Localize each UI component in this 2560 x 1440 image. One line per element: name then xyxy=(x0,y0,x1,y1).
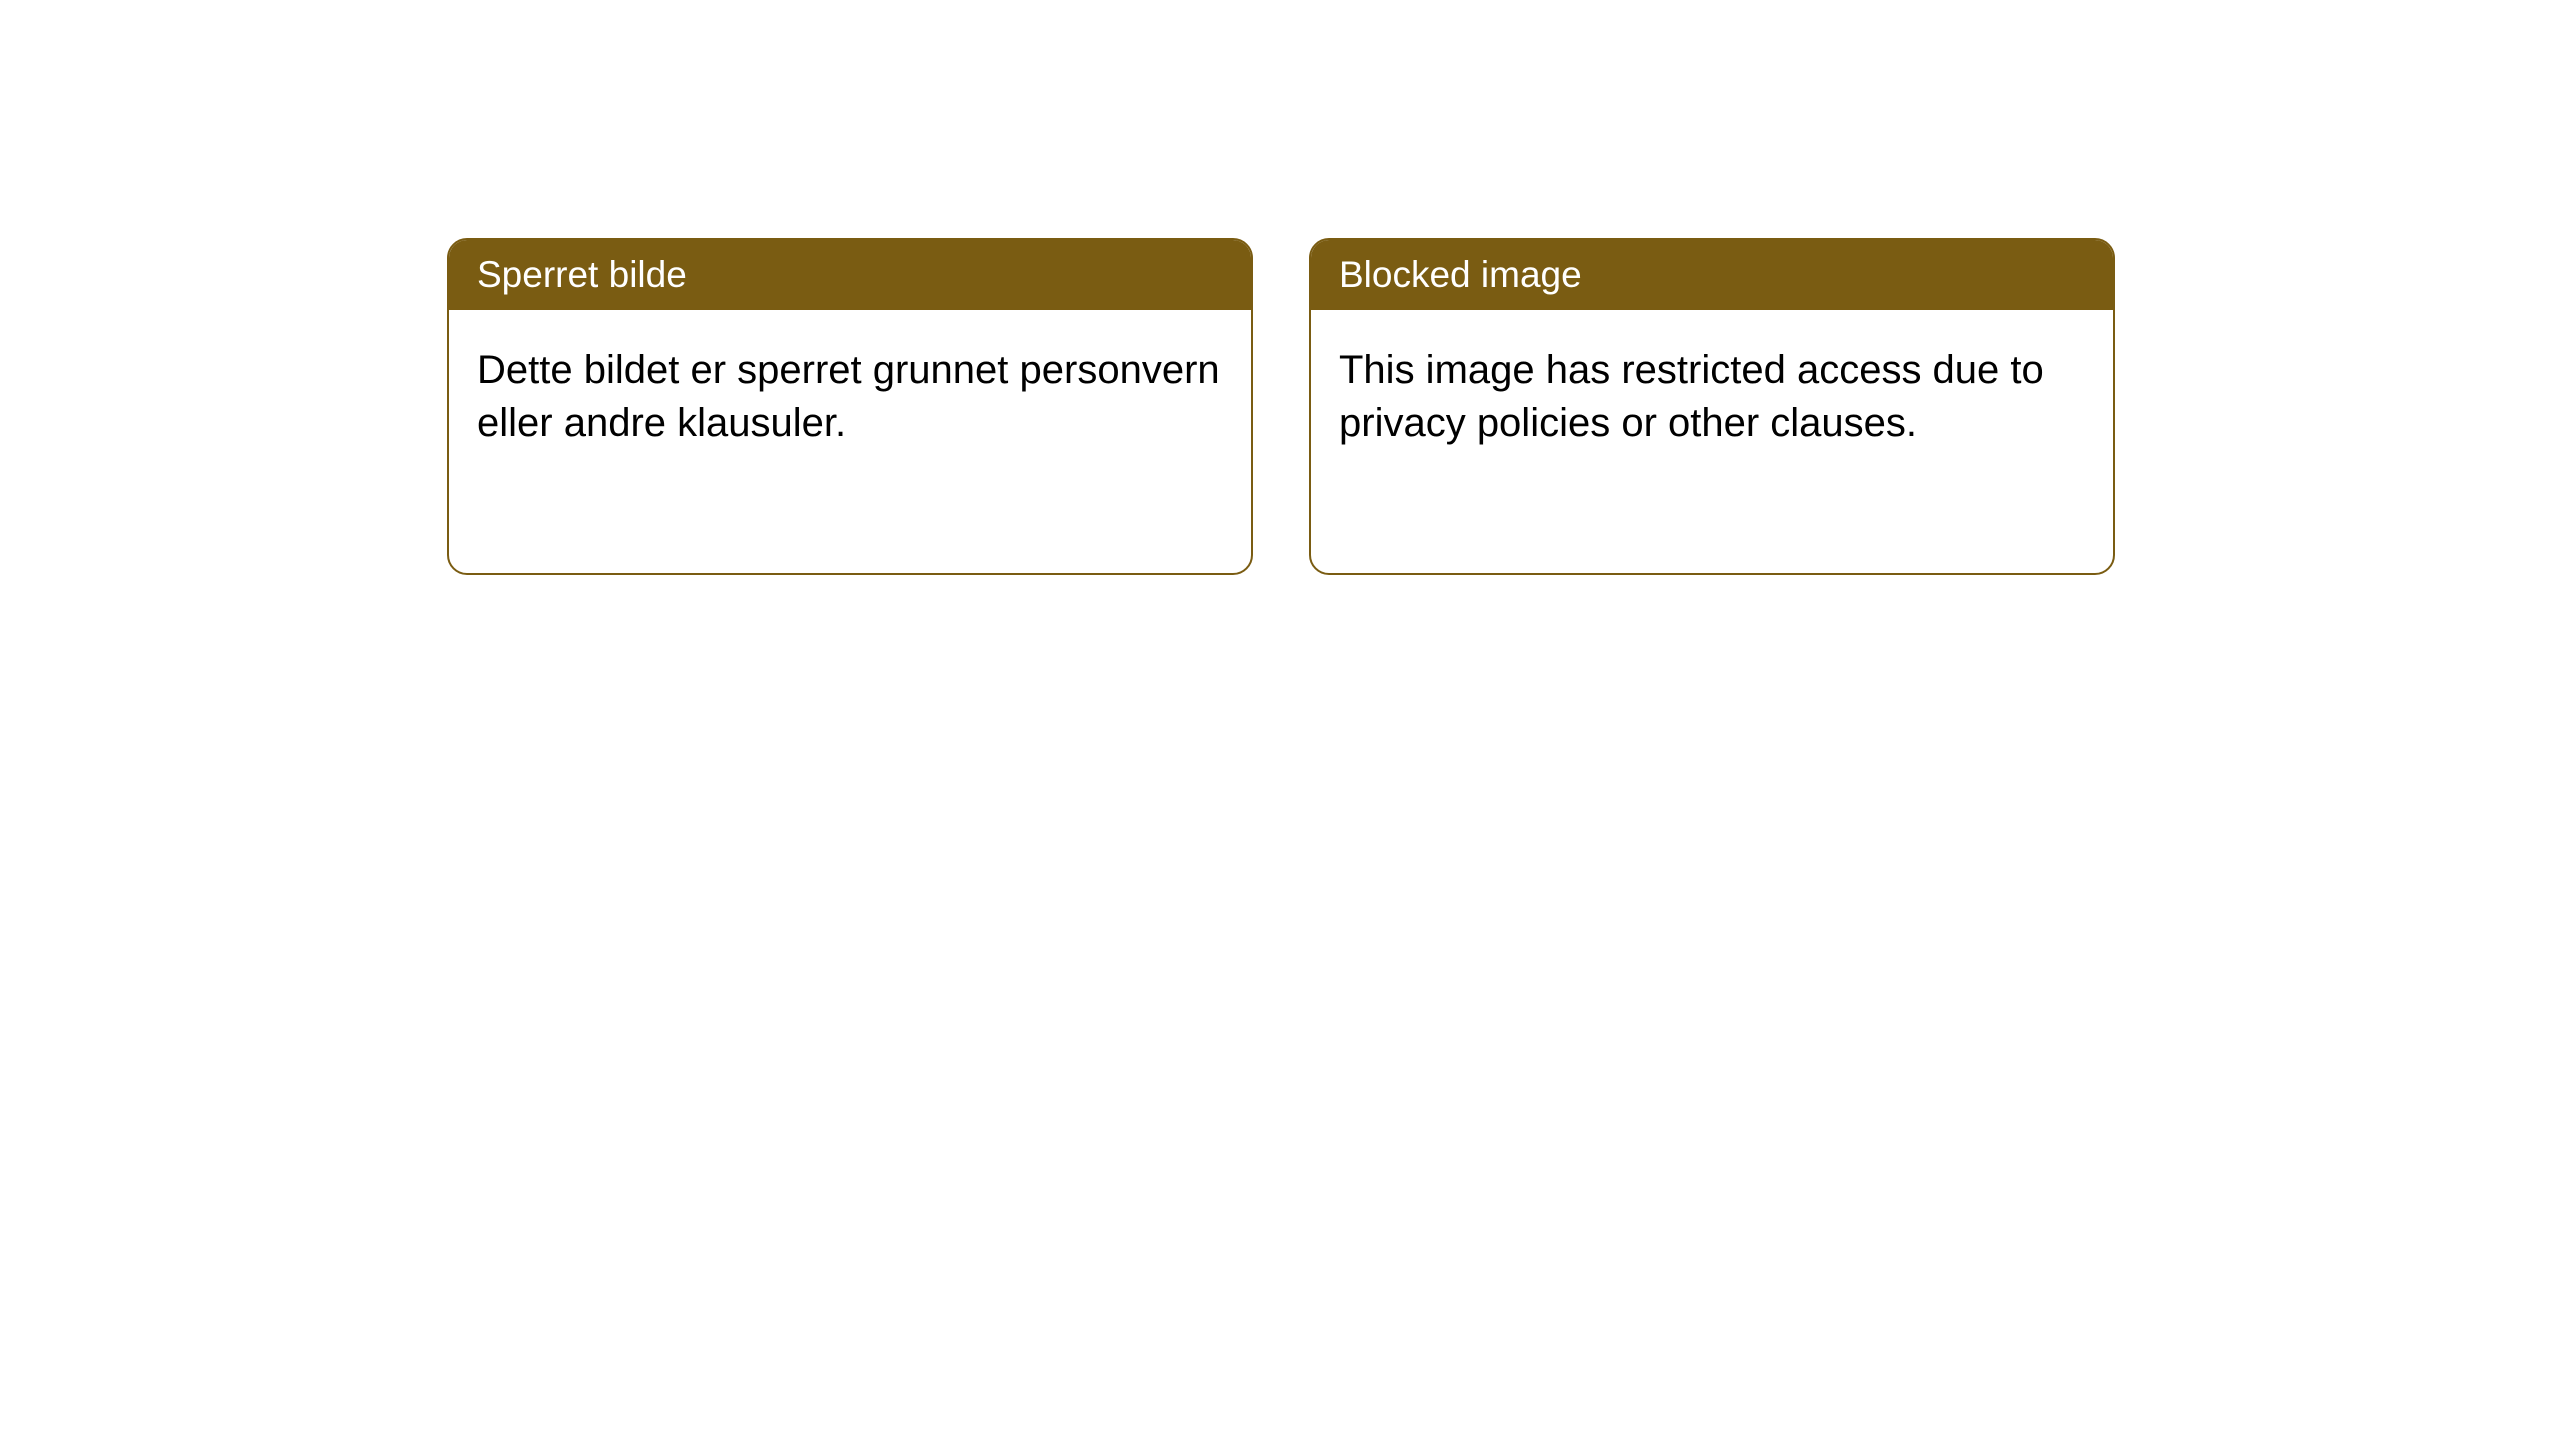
blocked-image-card-english: Blocked image This image has restricted … xyxy=(1309,238,2115,575)
card-header: Sperret bilde xyxy=(449,240,1251,310)
blocked-image-card-norwegian: Sperret bilde Dette bildet er sperret gr… xyxy=(447,238,1253,575)
card-body-text: This image has restricted access due to … xyxy=(1339,348,2044,445)
card-title: Sperret bilde xyxy=(477,254,687,295)
card-body-text: Dette bildet er sperret grunnet personve… xyxy=(477,348,1220,445)
blocked-image-notice-container: Sperret bilde Dette bildet er sperret gr… xyxy=(447,238,2115,575)
card-title: Blocked image xyxy=(1339,254,1582,295)
card-body: This image has restricted access due to … xyxy=(1311,310,2113,484)
card-header: Blocked image xyxy=(1311,240,2113,310)
card-body: Dette bildet er sperret grunnet personve… xyxy=(449,310,1251,484)
